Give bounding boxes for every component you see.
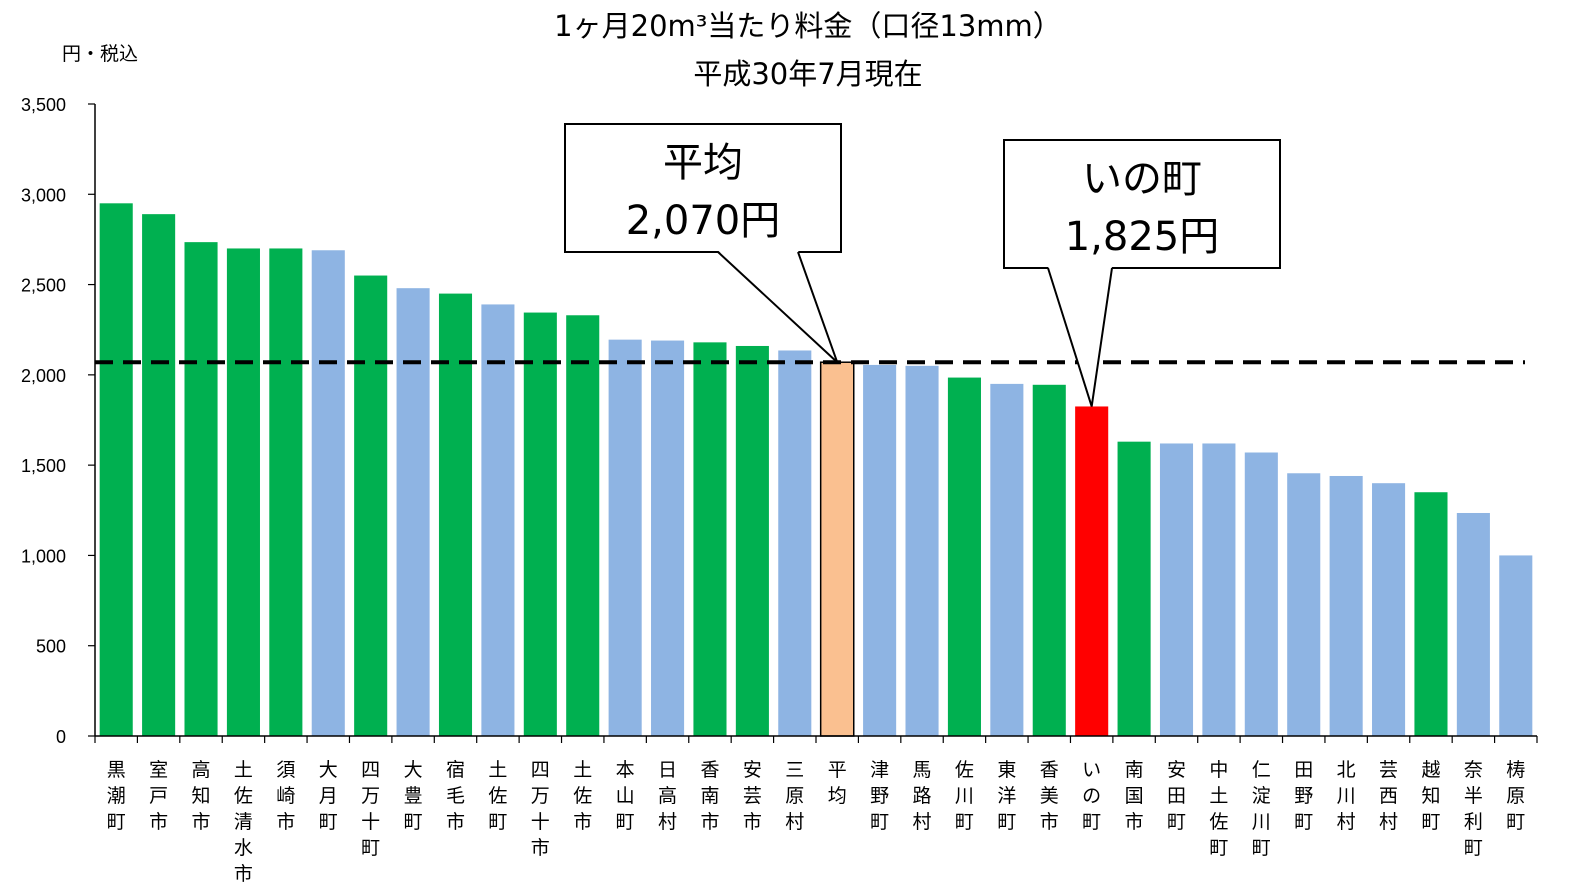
x-tick-label: 中土佐町: [1209, 759, 1228, 859]
chart-subtitle: 平成30年7月現在: [693, 57, 922, 91]
x-tick-label: 土佐清水市: [234, 759, 253, 885]
bar: [1414, 492, 1448, 736]
x-tick-label: 安田町: [1167, 759, 1186, 833]
bar: [438, 293, 473, 736]
callout-box: [564, 123, 842, 253]
bar: [99, 203, 133, 736]
bar: [142, 214, 176, 736]
x-tick-label: 平均: [828, 759, 847, 807]
x-tick-label: 四万十町: [361, 759, 380, 859]
x-tick-label: 香南市: [700, 759, 719, 833]
bar: [566, 315, 600, 736]
callout-label: いの町: [1082, 156, 1202, 202]
bar: [947, 377, 981, 736]
bar: [778, 350, 812, 736]
x-tick-label: いの町: [1082, 759, 1101, 833]
bar: [693, 342, 727, 736]
chart-title: 1ヶ月20m³当たり料金（口径13mm）: [554, 9, 1062, 43]
y-tick-label: 1,500: [21, 456, 66, 476]
callout-label: 平均: [663, 140, 743, 186]
x-tick-label: 高知市: [192, 759, 211, 833]
callouts-group: 平均 2,070円 いの町 1,825円: [564, 123, 1281, 407]
bar: [184, 242, 218, 736]
bar: [1117, 441, 1151, 736]
bar: [1372, 483, 1406, 736]
y-tick-label: 0: [56, 727, 66, 747]
x-tick-label: 土佐町: [488, 759, 507, 833]
y-tick-label: 500: [36, 637, 66, 657]
bar: [396, 288, 430, 736]
x-tick-label: 佐川町: [955, 759, 974, 833]
bar: [1075, 406, 1109, 736]
y-tick-label: 2,500: [21, 276, 66, 296]
x-tick-label: 三原村: [785, 759, 804, 833]
y-tick-label: 3,000: [21, 185, 66, 205]
bar: [481, 304, 515, 736]
x-tick-label: 室戸市: [149, 759, 168, 833]
bar: [819, 361, 855, 737]
x-tick-label: 香美市: [1040, 759, 1059, 833]
bar: [311, 250, 345, 736]
axes-group: [88, 103, 1538, 743]
bar: [1329, 475, 1363, 736]
x-tick-label: 馬路村: [913, 759, 932, 833]
y-tick-label: 3,500: [21, 95, 66, 115]
bar: [1287, 473, 1321, 736]
bar: [905, 365, 939, 736]
x-tick-label: 奈半利町: [1464, 759, 1483, 859]
bars-group: [99, 203, 1533, 737]
bar: [226, 248, 260, 736]
x-tick-label: 本山町: [616, 759, 635, 833]
x-tick-label: 宿毛市: [446, 759, 465, 833]
bar: [1159, 443, 1194, 736]
bar: [1032, 384, 1066, 736]
bar: [651, 340, 685, 736]
bar: [735, 345, 769, 736]
bar: [863, 364, 897, 736]
x-tick-label: 津野町: [870, 759, 889, 833]
callout-value: 1,825円: [1065, 214, 1220, 260]
bar: [523, 312, 557, 736]
x-tick-label: 梼原町: [1506, 759, 1525, 833]
bar: [269, 248, 303, 736]
bar: [1456, 512, 1490, 736]
x-tick-label: 東洋町: [997, 759, 1016, 833]
x-tick-label: 大月町: [319, 759, 338, 833]
x-ticks-group: 黒潮町 室戸市 高知市 土佐清水市 須崎市 大月町 四万十町 大豊町 宿毛市 土佐町 四万十市 土佐市…: [107, 759, 1526, 885]
x-tick-label: 四万十市: [531, 759, 550, 859]
x-tick-label: 田野町: [1294, 759, 1313, 833]
x-tick-label: 黒潮町: [107, 759, 126, 833]
x-tick-label: 南国市: [1125, 759, 1144, 833]
x-tick-label: 越知町: [1421, 759, 1440, 833]
callout-pointer: [717, 251, 839, 363]
x-tick-label: 安芸市: [743, 759, 762, 833]
x-tick-label: 大豊町: [404, 759, 423, 833]
bar: [608, 339, 642, 736]
y-tick-label: 1,000: [21, 546, 66, 566]
y-tick-label: 2,000: [21, 366, 66, 386]
bar: [354, 275, 388, 736]
x-tick-label: 土佐市: [573, 759, 592, 833]
bar: [1499, 555, 1533, 736]
x-tick-label: 須崎市: [276, 759, 295, 833]
x-tick-label: 北川村: [1337, 759, 1356, 833]
callout-value: 2,070円: [626, 198, 781, 244]
x-tick-label: 日高村: [658, 759, 677, 833]
callout-box: [1003, 139, 1281, 269]
y-axis-unit-label: 円・税込: [62, 43, 138, 65]
y-ticks-group: 0 500 1,000 1,500 2,000 2,500 3,000 3,500: [21, 95, 66, 747]
x-tick-label: 芸西村: [1379, 759, 1398, 833]
bar: [1202, 443, 1236, 736]
callout-pointer: [1047, 267, 1113, 407]
bar: [990, 383, 1024, 736]
bar: [1244, 452, 1278, 736]
x-tick-label: 仁淀川町: [1252, 759, 1271, 859]
